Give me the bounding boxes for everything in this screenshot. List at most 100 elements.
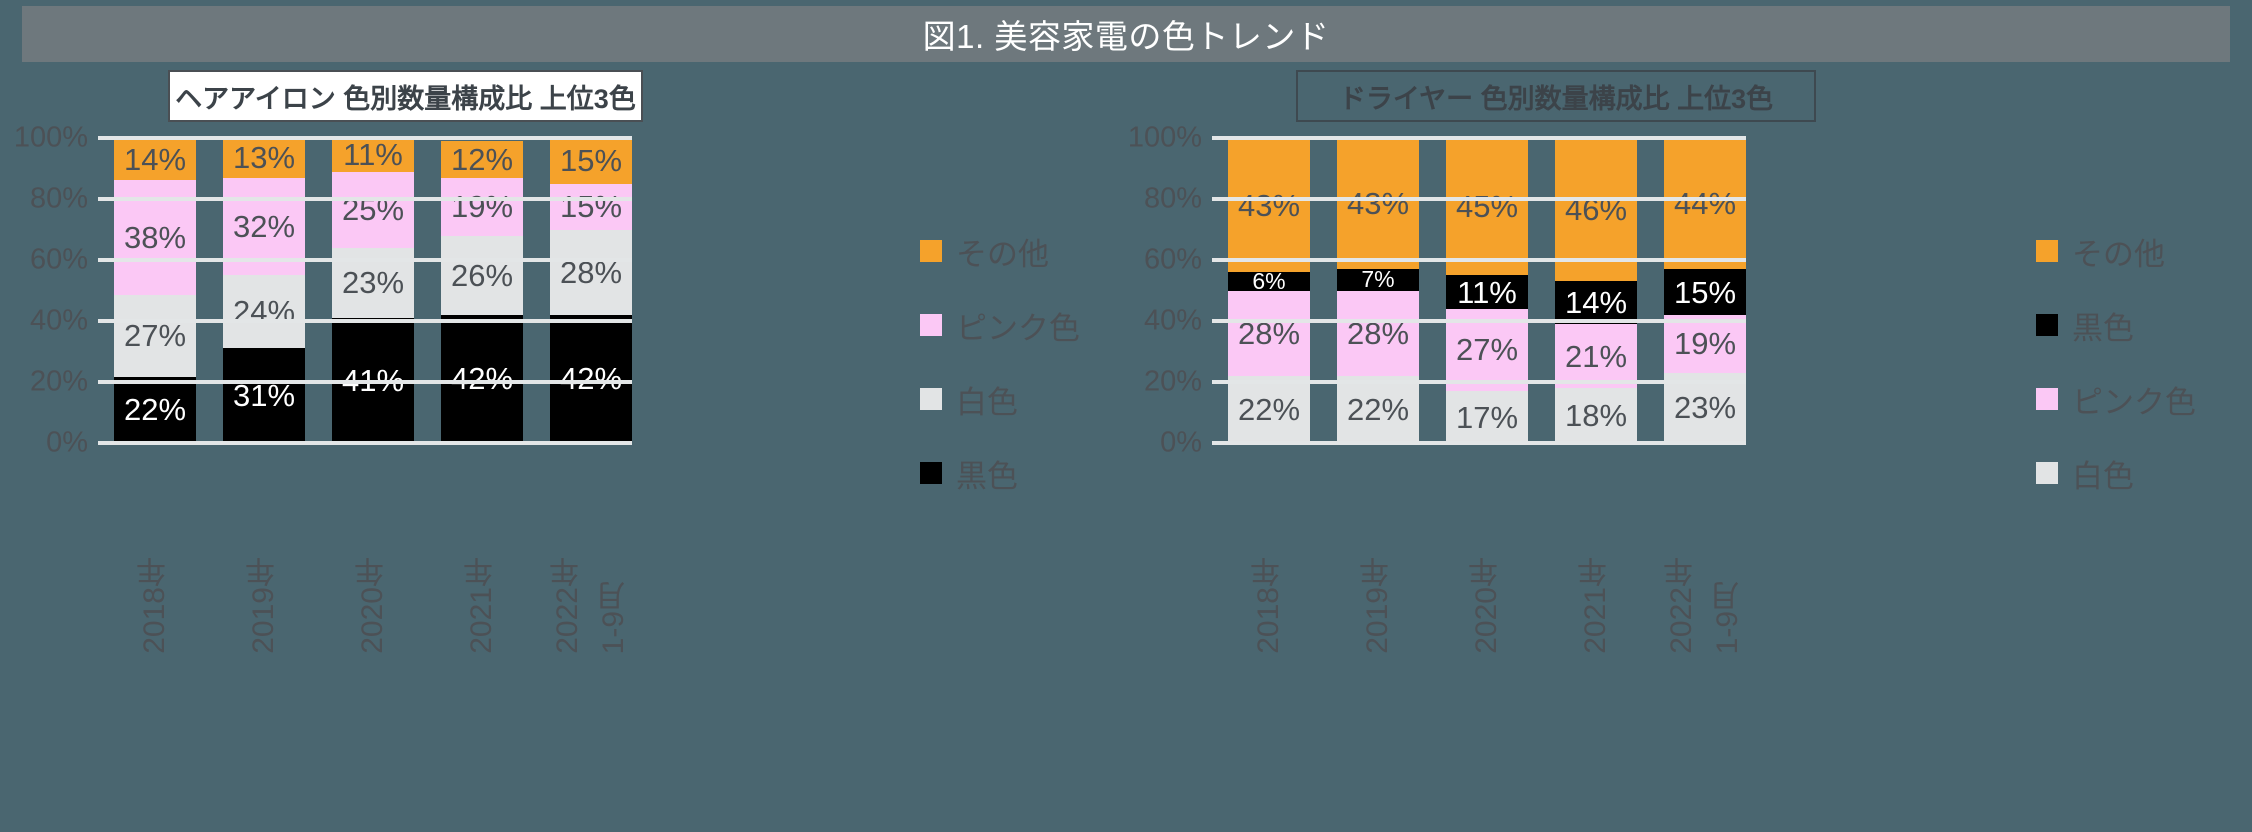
bar-segment[interactable]: 18% <box>1555 388 1637 443</box>
gridline <box>114 380 632 384</box>
bar-segment-label: 15% <box>559 189 623 225</box>
x-axis-category-label: 2019年 <box>1319 469 1437 654</box>
bar-segment-label: 42% <box>450 361 514 397</box>
bar-segment[interactable]: 14% <box>1555 281 1637 325</box>
y-axis-tick-label: 0% <box>46 426 88 459</box>
x-axis-category-label: 2022年 1-9月 <box>1646 469 1764 654</box>
bar-segment[interactable]: 43% <box>1337 138 1419 270</box>
bar-segment[interactable]: 24% <box>223 275 305 349</box>
bar-segment[interactable]: 26% <box>441 235 523 315</box>
bar-column[interactable]: 22% 28% 6% 43% <box>1228 138 1310 443</box>
legend-item[interactable]: 黒色 <box>920 436 1080 510</box>
bar-segment[interactable]: 21% <box>1555 324 1637 389</box>
gridline <box>1228 258 1746 262</box>
legend-item[interactable]: その他 <box>2036 214 2196 288</box>
bar-segment-label: 19% <box>1673 326 1737 362</box>
bar-segment[interactable]: 23% <box>1664 372 1746 443</box>
bar-column[interactable]: 17% 27% 11% 45% <box>1446 138 1528 443</box>
bar-segment[interactable]: 42% <box>441 314 523 443</box>
bar-column[interactable]: 18% 21% 14% 46% <box>1555 138 1637 443</box>
x-axis-category-label: 2021年 <box>1537 469 1655 654</box>
bar-segment[interactable]: 15% <box>550 138 632 184</box>
bar-segment-label: 19% <box>450 189 514 225</box>
plot-area-hair-iron: 22% 27% 38% 14% 31% 24% 32% 13% 41% 23% 25% 11% 42% 2… <box>98 136 632 445</box>
bar-segment[interactable]: 45% <box>1446 138 1528 276</box>
legend-item[interactable]: ピンク色 <box>920 288 1080 362</box>
bar-segment[interactable]: 28% <box>1228 290 1310 376</box>
y-axis-hair-iron: 100% 80% 60% 40% 20% 0% <box>0 122 96 459</box>
bar-segment-label: 15% <box>559 143 623 179</box>
bar-segment[interactable]: 13% <box>223 138 305 178</box>
bar-segment[interactable]: 6% <box>1228 272 1310 291</box>
bar-segment[interactable]: 43% <box>1228 138 1310 273</box>
bar-column[interactable]: 42% 28% 15% 15% <box>550 138 632 443</box>
bar-segment[interactable]: 7% <box>1337 269 1419 291</box>
x-axis-tick-label: 2019年 <box>1361 557 1394 654</box>
bar-segment-label: 22% <box>1237 391 1301 427</box>
bar-column[interactable]: 22% 27% 38% 14% <box>114 138 196 443</box>
bar-segment-label: 11% <box>343 138 403 172</box>
legend-label: 白色 <box>956 384 1018 420</box>
bar-segment-label: 22% <box>123 392 187 428</box>
y-axis-tick-label: 60% <box>29 243 88 276</box>
bar-segment-label: 12% <box>450 141 514 177</box>
bar-segment[interactable]: 22% <box>1228 375 1310 443</box>
legend-item[interactable]: ピンク色 <box>2036 362 2196 436</box>
gridline <box>114 441 632 445</box>
bar-segment[interactable]: 31% <box>223 348 305 443</box>
bar-segment[interactable]: 42% <box>550 314 632 443</box>
bar-segment[interactable]: 25% <box>332 171 414 248</box>
bar-column[interactable]: 41% 23% 25% 11% <box>332 138 414 443</box>
bar-segment[interactable]: 11% <box>1446 275 1528 309</box>
bar-segment[interactable]: 19% <box>1664 314 1746 373</box>
bar-segment-label: 27% <box>123 318 187 354</box>
bar-segment-label: 21% <box>1564 338 1628 374</box>
axis-tick-mark <box>1212 197 1228 201</box>
x-axis-category-label: 2020年 <box>314 469 432 654</box>
axis-tick-mark <box>1212 319 1228 323</box>
bar-column[interactable]: 31% 24% 32% 13% <box>223 138 305 443</box>
bar-segment[interactable]: 28% <box>550 229 632 315</box>
gridline <box>114 197 632 201</box>
plot-area-hair-dryer: 22% 28% 6% 43% 22% 28% 7% 43% 17% 27% 11% 45% 18% 21%… <box>1212 136 1746 445</box>
chart-title-hair-iron: ヘアアイロン 色別数量構成比 上位3色 <box>168 70 643 122</box>
bar-segment[interactable]: 19% <box>441 177 523 236</box>
bar-segment-label: 38% <box>123 220 187 256</box>
bar-segment[interactable]: 46% <box>1555 138 1637 282</box>
gridline <box>1228 319 1746 323</box>
bar-segment[interactable]: 15% <box>1664 269 1746 315</box>
legend-label: 白色 <box>2072 458 2134 494</box>
bar-segment[interactable]: 28% <box>1337 290 1419 376</box>
x-axis-tick-label: 2020年 <box>356 557 389 654</box>
bar-segment-label: 7% <box>1361 269 1395 291</box>
bar-segment-label: 43% <box>1346 186 1410 222</box>
legend-label: その他 <box>2072 236 2165 272</box>
axis-tick-mark <box>1212 380 1228 384</box>
bar-group-hair-iron: 22% 27% 38% 14% 31% 24% 32% 13% 41% 23% 25% 11% 42% 2… <box>114 138 632 443</box>
bar-segment[interactable]: 17% <box>1446 391 1528 443</box>
bar-segment[interactable]: 11% <box>332 138 414 172</box>
bar-segment[interactable]: 12% <box>441 141 523 178</box>
bar-segment[interactable]: 22% <box>1337 375 1419 443</box>
bar-column[interactable]: 23% 19% 15% 44% <box>1664 138 1746 443</box>
bar-column[interactable]: 42% 26% 19% 12% <box>441 138 523 443</box>
legend-item[interactable]: その他 <box>920 214 1080 288</box>
bar-segment-label: 14% <box>123 141 187 177</box>
x-axis-tick-label: 2021年 <box>1579 557 1612 654</box>
legend-item[interactable]: 白色 <box>920 362 1080 436</box>
x-axis-category-label: 2019年 <box>205 469 323 654</box>
legend-item[interactable]: 黒色 <box>2036 288 2196 362</box>
x-axis-hair-iron: 2018年 2019年 2020年 2021年 2022年 1-9月 <box>114 454 632 654</box>
bar-segment[interactable]: 44% <box>1664 138 1746 270</box>
bar-segment[interactable]: 14% <box>114 138 196 181</box>
legend-hair-dryer: その他黒色 ピンク色白色 <box>2036 214 2196 510</box>
bar-column[interactable]: 22% 28% 7% 43% <box>1337 138 1419 443</box>
bar-segment-label: 17% <box>1455 399 1519 435</box>
bar-group-hair-dryer: 22% 28% 6% 43% 22% 28% 7% 43% 17% 27% 11% 45% 18% 21%… <box>1228 138 1746 443</box>
legend-item[interactable]: 白色 <box>2036 436 2196 510</box>
bar-segment[interactable]: 22% <box>114 376 196 443</box>
bar-segment[interactable]: 15% <box>550 183 632 230</box>
bar-segment-label: 22% <box>1346 391 1410 427</box>
bar-segment[interactable]: 27% <box>114 295 196 377</box>
legend-label: 黒色 <box>956 458 1018 494</box>
